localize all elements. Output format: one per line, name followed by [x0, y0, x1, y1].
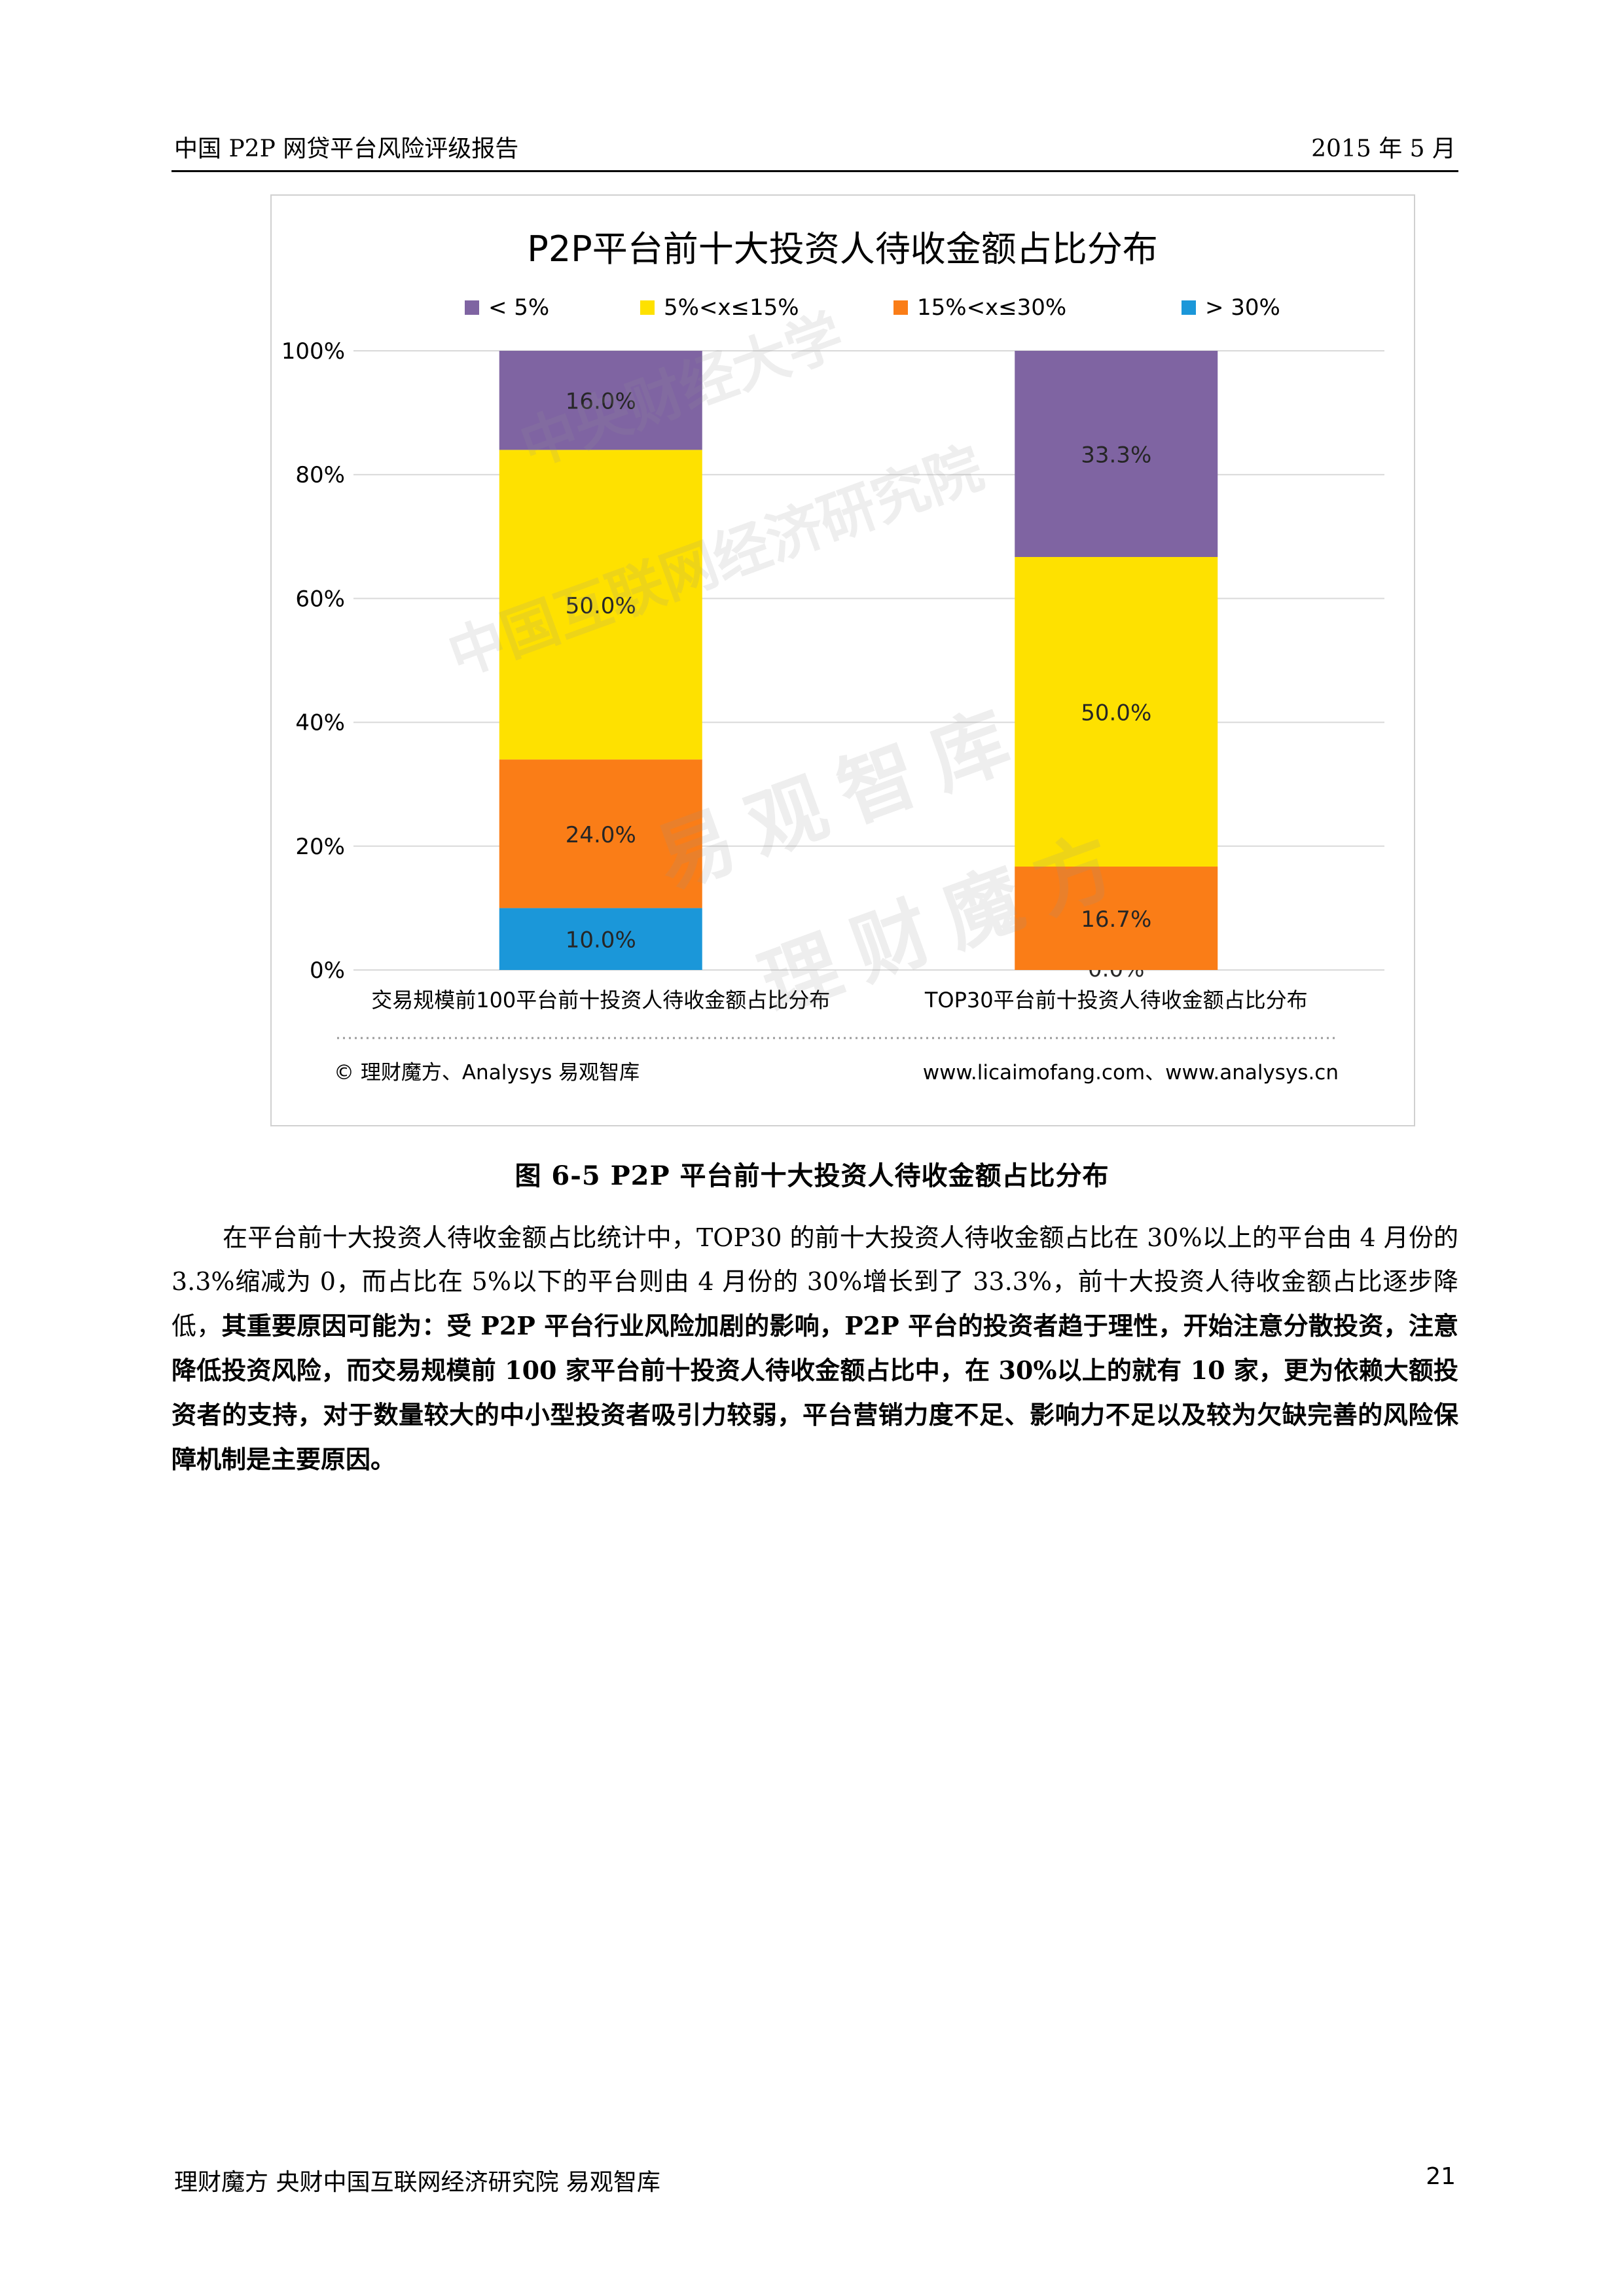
- paragraph-bold-text: 其重要原因可能为：受 P2P 平台行业风险加剧的影响，P2P 平台的投资者趋于理…: [171, 1311, 1458, 1474]
- x-category-label: 交易规模前100平台前十投资人待收金额占比分布: [371, 988, 830, 1013]
- bar-segment: [499, 450, 702, 760]
- chart-bars: 10.0%24.0%50.0%16.0%0.0%16.7%50.0%33.3%: [499, 351, 1218, 982]
- legend-swatch: [1182, 300, 1196, 315]
- data-label: 33.3%: [1081, 442, 1151, 469]
- stacked-bar-chart: P2P平台前十大投资人待收金额占比分布 < 5% 5%<x≤15% 15%<x≤30…: [281, 228, 1384, 1085]
- bar-segment: [1015, 351, 1218, 558]
- header-date: 2015 年 5 月: [1311, 135, 1456, 162]
- page-header: 中国 P2P 网贷平台风险评级报告 2015 年 5 月: [171, 130, 1458, 172]
- footer-text: 理财魔方 央财中国互联网经济研究院 易观智库: [174, 2169, 660, 2196]
- chart-figure: P2P平台前十大投资人待收金额占比分布 < 5% 5%<x≤15% 15%<x≤30…: [270, 194, 1415, 1126]
- legend-swatch: [465, 300, 479, 315]
- page-footer: 理财魔方 央财中国互联网经济研究院 易观智库 21: [171, 2163, 1458, 2202]
- legend-swatch: [893, 300, 908, 315]
- body-paragraph: 在平台前十大投资人待收金额占比统计中，TOP30 的前十大投资人待收金额占比在 …: [171, 1216, 1458, 1482]
- header-title: 中国 P2P 网贷平台风险评级报告: [174, 135, 519, 162]
- x-category-label: TOP30平台前十投资人待收金额占比分布: [924, 988, 1308, 1013]
- bar-segment: [1015, 867, 1218, 970]
- bar-segment: [499, 908, 702, 970]
- legend-label: > 30%: [1205, 295, 1280, 321]
- chart-legend: < 5% 5%<x≤15% 15%<x≤30% > 30%: [465, 295, 1280, 321]
- y-tick-label: 60%: [295, 586, 345, 612]
- paragraph-normal-text: 在平台前十大投资人待收金额占比统计中，TOP30 的前十大投资人待收金额占比在 …: [171, 1223, 1458, 1340]
- data-label: 10.0%: [566, 927, 636, 954]
- bar-segment: [499, 759, 702, 908]
- y-tick-label: 0%: [310, 958, 345, 984]
- y-tick-label: 40%: [295, 710, 345, 736]
- legend-swatch: [640, 300, 655, 315]
- source-right: www.licaimofang.com、www.analysys.cn: [923, 1061, 1339, 1085]
- bar-segment: [499, 351, 702, 450]
- bar-segment: [1015, 557, 1218, 867]
- data-label: 16.7%: [1081, 906, 1151, 933]
- legend-label: 5%<x≤15%: [664, 295, 799, 321]
- y-tick-label: 80%: [295, 462, 345, 488]
- page-number: 21: [1426, 2163, 1456, 2190]
- y-tick-label: 20%: [295, 834, 345, 860]
- x-axis: 交易规模前100平台前十投资人待收金额占比分布 TOP30平台前十投资人待收金额占…: [371, 988, 1307, 1013]
- data-label: 50.0%: [566, 593, 636, 619]
- source-left: © 理财魔方、Analysys 易观智库: [334, 1061, 640, 1085]
- y-tick-label: 100%: [281, 338, 345, 365]
- y-axis: 0% 20% 40% 60% 80% 100%: [281, 338, 345, 984]
- legend-label: 15%<x≤30%: [917, 295, 1066, 321]
- legend-label: < 5%: [488, 295, 549, 321]
- data-label: 50.0%: [1081, 700, 1151, 726]
- data-label: 24.0%: [566, 822, 636, 848]
- figure-caption: 图 6-5 P2P 平台前十大投资人待收金额占比分布: [514, 1160, 1110, 1191]
- chart-title: P2P平台前十大投资人待收金额占比分布: [527, 228, 1157, 270]
- data-label: 16.0%: [566, 389, 636, 415]
